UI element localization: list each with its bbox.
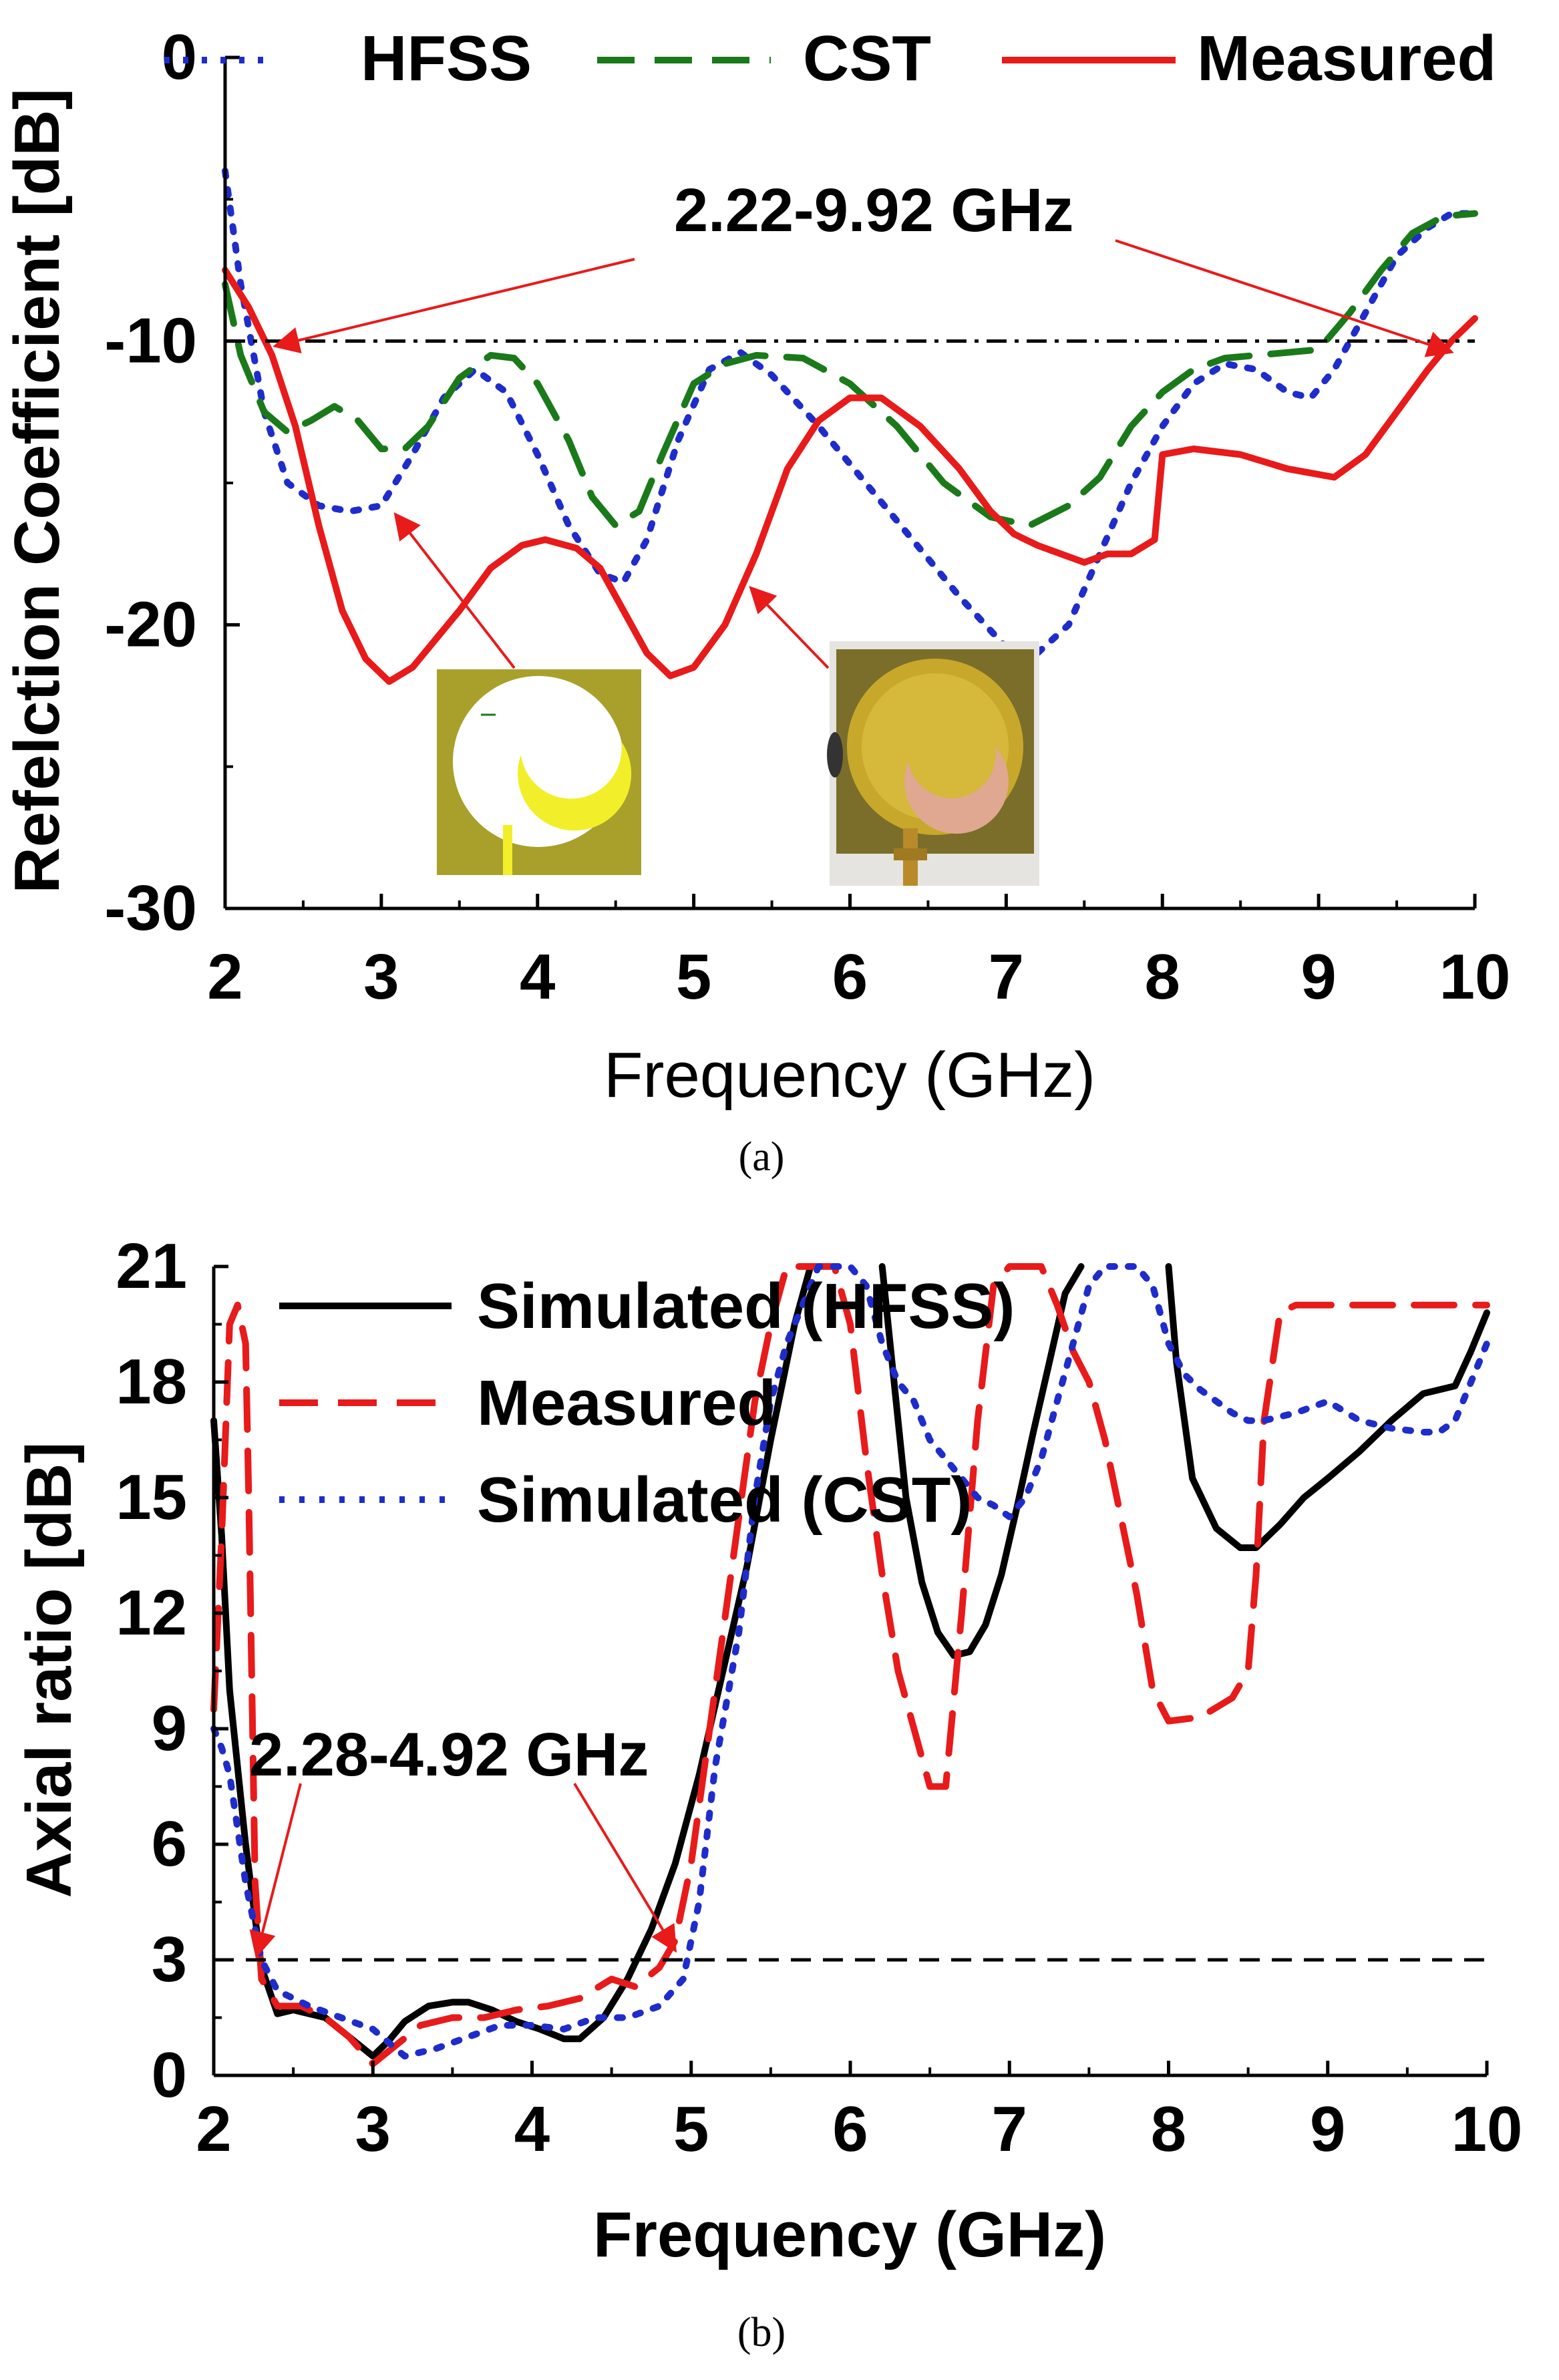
inset-simulated-antenna-layout [437, 669, 641, 875]
panel-b-axes [212, 1266, 1487, 2077]
panel-b-y-axis-title: Axial ratio [dB] [13, 1442, 85, 1898]
panel-a-arrow-left [273, 258, 635, 353]
panel-a-series-group [222, 167, 1478, 685]
x-tick-label: 5 [673, 2093, 709, 2165]
x-tick-label: 4 [514, 2093, 550, 2165]
series-line-measured [222, 267, 1478, 685]
y-tick-label: 3 [152, 1924, 187, 1995]
panel-a-legend: HFSS CST Measured [164, 23, 1496, 94]
series-line-simulated-hfss-seg1 [210, 1263, 822, 2060]
x-tick-label: 10 [1439, 941, 1511, 1013]
legend-label-cst: CST [803, 23, 931, 94]
x-tick-label: 5 [676, 941, 711, 1013]
y-tick-label: 18 [116, 1346, 187, 1417]
x-tick-label: 3 [363, 941, 399, 1013]
chart-panel-a: 2 3 4 5 6 7 8 9 100-10-20-30 2.22-9.92 GHz [1, 21, 1510, 1180]
x-tick-label: 8 [1151, 2093, 1186, 2165]
series-line-measured [210, 1263, 1490, 2067]
x-tick-label: 2 [196, 2093, 231, 2165]
panel-b-series-group [210, 1263, 1490, 2067]
panel-a-bandwidth-annotation: 2.22-9.92 GHz [674, 176, 1073, 244]
series-line-hfss [222, 167, 1478, 657]
panel-a-inset-arrow-left [393, 512, 516, 669]
y-tick-label: -30 [104, 872, 197, 944]
legend-label-simulated-cst: Simulated (CST) [477, 1464, 972, 1536]
x-tick-label: 4 [520, 941, 555, 1013]
legend-label-hfss: HFSS [361, 23, 532, 94]
panel-b-x-axis-title: Frequency (GHz) [593, 2199, 1106, 2270]
series-line-simulated-hfss-seg2 [878, 1263, 1085, 1659]
y-tick-label: -20 [104, 588, 197, 660]
legend-label-measured: Measured [1197, 23, 1496, 94]
y-tick-label: 21 [116, 1230, 187, 1302]
x-tick-label: 7 [992, 2093, 1027, 2165]
x-tick-label: 9 [1301, 941, 1336, 1013]
panel-b-ticks: 2 3 4 5 6 7 8 9 10 0 3 6 9 12 15 18 21 [116, 1230, 1522, 2165]
x-tick-label: 6 [832, 2093, 868, 2165]
y-tick-label: 15 [116, 1462, 187, 1533]
y-tick-label: 9 [152, 1693, 187, 1764]
chart-panel-b: 2 3 4 5 6 7 8 9 10 0 3 6 9 12 15 18 21 2.28-4.92 GHz Sim… [13, 1230, 1522, 2355]
panel-a-ticks: 2 3 4 5 6 7 8 9 100-10-20-30 [104, 21, 1510, 1013]
panel-b-arrow-left [249, 1783, 302, 1959]
y-tick-label: 6 [152, 1808, 187, 1880]
y-tick-label: 12 [116, 1577, 187, 1649]
x-tick-label: 2 [207, 941, 242, 1013]
series-line-simulated-hfss-seg3 [1165, 1263, 1490, 1551]
x-tick-label: 9 [1310, 2093, 1345, 2165]
legend-label-measured-b: Measured [477, 1367, 776, 1439]
x-tick-label: 10 [1451, 2093, 1523, 2165]
x-tick-label: 7 [989, 941, 1024, 1013]
panel-a-x-axis-title: Frequency (GHz) [604, 1039, 1095, 1111]
panel-b-caption: (b) [737, 2310, 786, 2355]
legend-label-simulated-hfss: Simulated (HFSS) [477, 1270, 1015, 1342]
inset-fabricated-antenna-photo [827, 641, 1039, 886]
panel-b-arrow-right [573, 1782, 677, 1953]
x-tick-label: 6 [832, 941, 868, 1013]
panel-a-y-axis-title: Refelction Coefficient [dB] [1, 88, 73, 893]
panel-a-caption: (a) [739, 1134, 785, 1180]
panel-b-bandwidth-annotation: 2.28-4.92 GHz [249, 1721, 649, 1789]
series-line-cst [222, 210, 1478, 529]
panel-b-legend: Simulated (HFSS) Measured Simulated (CST… [279, 1270, 1015, 1536]
y-tick-label: -10 [104, 305, 197, 377]
series-line-simulated-cst [210, 1263, 1490, 2060]
y-tick-label: 0 [152, 2039, 187, 2111]
panel-a-inset-arrow-right [749, 586, 830, 669]
x-tick-label: 3 [355, 2093, 391, 2165]
x-tick-label: 8 [1145, 941, 1180, 1013]
panel-a-arrow-right [1115, 239, 1454, 357]
